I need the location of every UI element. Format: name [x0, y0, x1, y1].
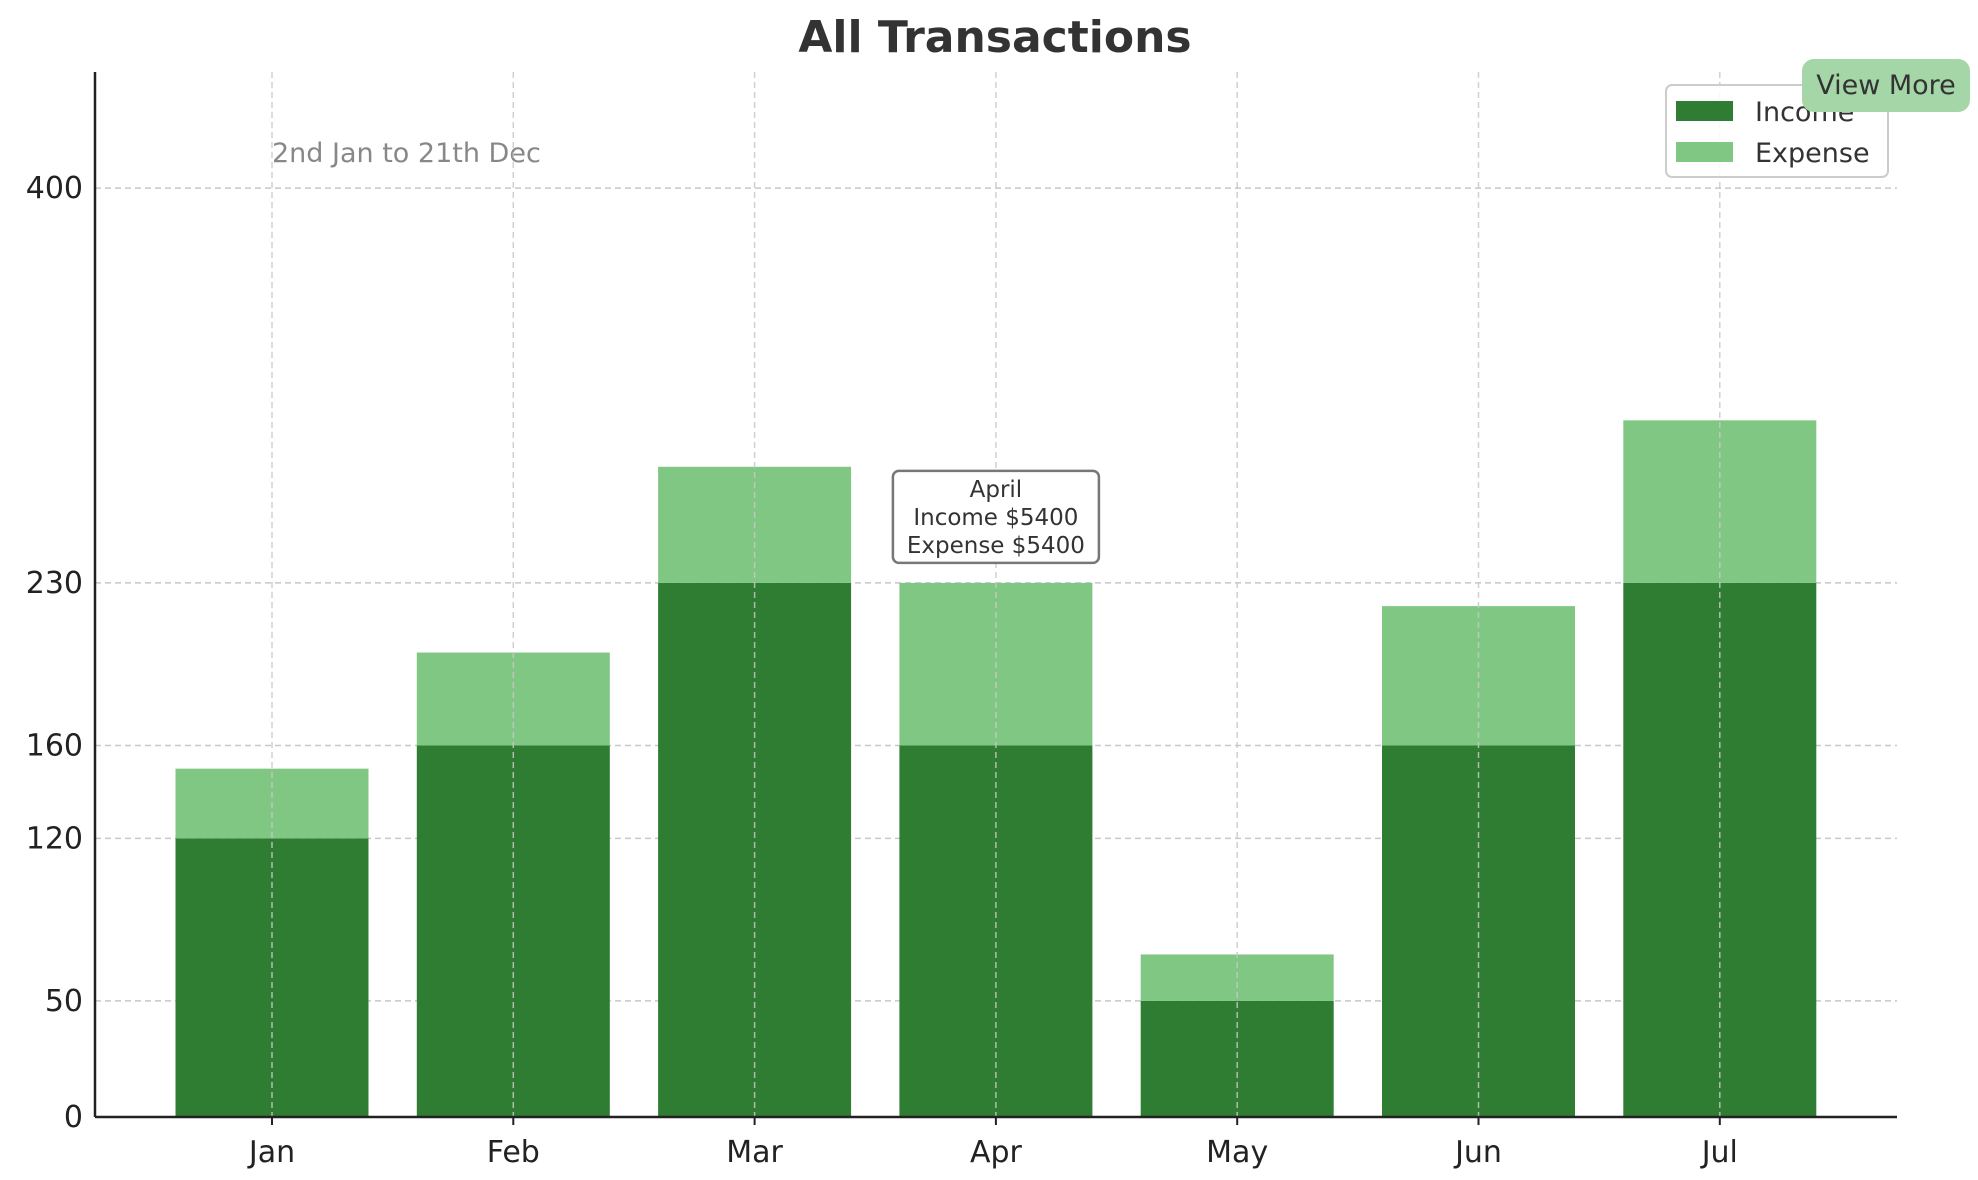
- view-more-button[interactable]: View More: [1802, 59, 1970, 112]
- vertical-grid: [271, 72, 1721, 1117]
- x-tick-label: Feb: [487, 1135, 540, 1170]
- tooltip-line: April: [970, 477, 1023, 503]
- y-tick-label: 0: [64, 1100, 83, 1135]
- x-tick-label: Apr: [970, 1135, 1023, 1170]
- bar-income-feb: [416, 745, 610, 1117]
- y-tick-label: 160: [26, 728, 83, 763]
- legend-label-expense: Expense: [1755, 138, 1870, 169]
- bar-expense-feb: [416, 652, 610, 746]
- axes: 0 50 120 160 230 400 Jan Feb Mar Apr May Jun Jul: [26, 72, 1897, 1170]
- bar-income-may: [1140, 1000, 1334, 1117]
- x-tick-label: Jun: [1453, 1135, 1502, 1170]
- legend-swatch-income: [1676, 101, 1733, 121]
- tooltip-line: Income $5400: [913, 505, 1078, 531]
- chart-title: All Transactions: [798, 12, 1191, 63]
- tooltip-box: [891, 469, 1101, 565]
- x-tick-label: May: [1206, 1135, 1268, 1170]
- x-tick-label: Jan: [247, 1135, 295, 1170]
- bar-income-apr: [899, 745, 1093, 1117]
- x-tick-label: Jul: [1700, 1135, 1738, 1170]
- chart-subtitle: 2nd Jan to 21th Dec: [272, 138, 541, 169]
- y-tick-label: 230: [26, 566, 83, 601]
- tooltip-line: Expense $5400: [907, 533, 1085, 559]
- y-tick-label: 120: [26, 821, 83, 856]
- x-tick-label: Mar: [726, 1135, 783, 1170]
- y-tick-label: 50: [45, 984, 83, 1019]
- y-tick-label: 400: [26, 171, 83, 206]
- legend-swatch-expense: [1676, 142, 1733, 162]
- bar-income-jun: [1382, 745, 1575, 1117]
